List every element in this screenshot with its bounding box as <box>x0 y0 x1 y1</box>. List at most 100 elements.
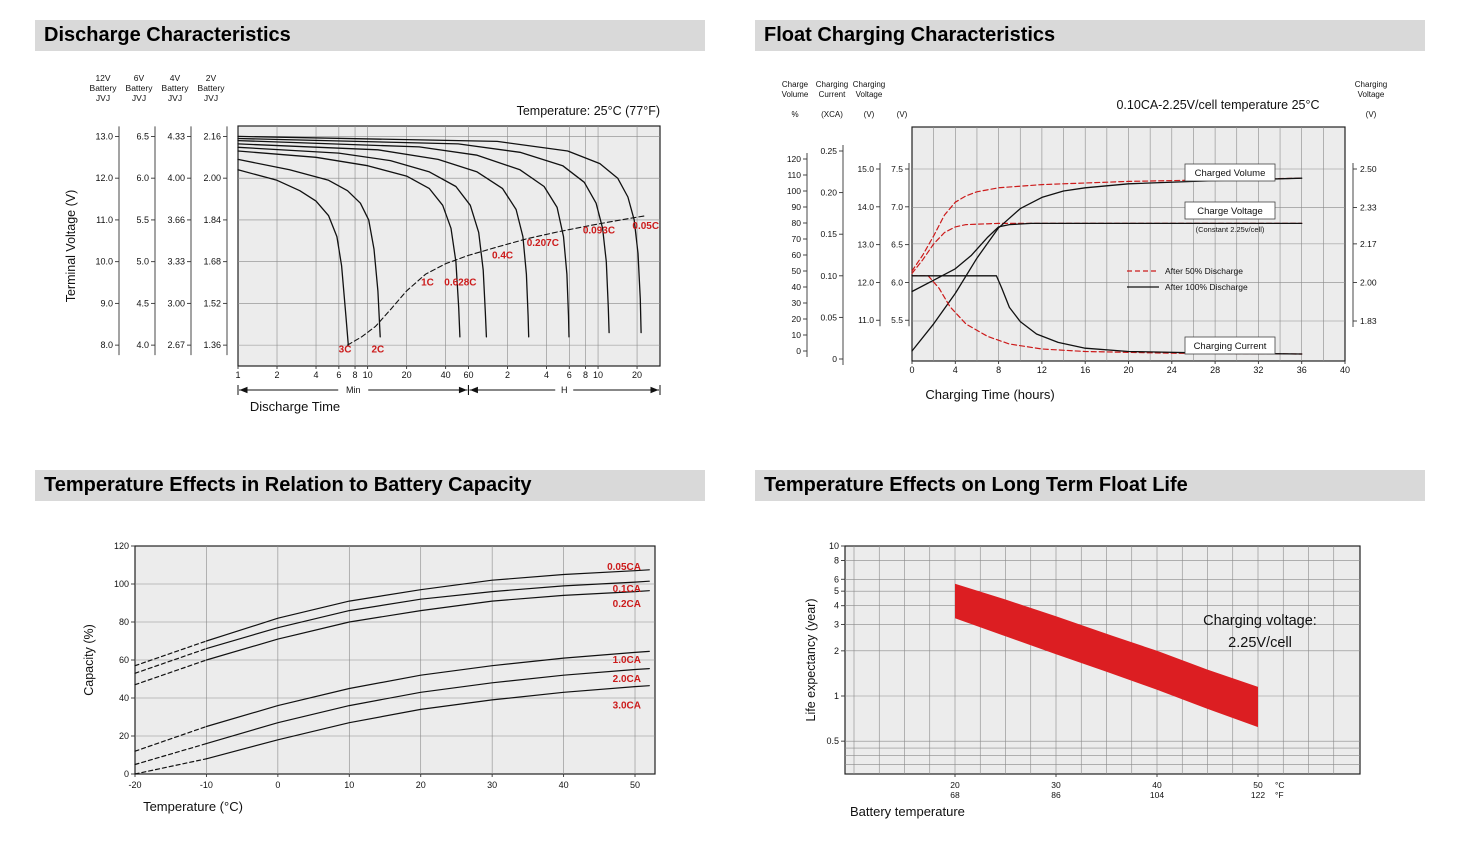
x-tick: 4 <box>953 365 958 375</box>
scale-header: Battery <box>162 83 190 93</box>
axis-unit: % <box>791 110 798 119</box>
x-tick-celsius: 50 <box>1253 780 1263 790</box>
x-tick: 8 <box>996 365 1001 375</box>
scale-tick: 5.5 <box>136 215 149 225</box>
curve-0.1CA <box>205 580 650 650</box>
panel-temperature-capacity: Temperature Effects in Relation to Batte… <box>35 470 725 846</box>
scale-tick: 1.84 <box>203 215 221 225</box>
scale-header: JVJ <box>204 93 218 103</box>
x-tick: 12 <box>1037 365 1047 375</box>
x-tick-fahrenheit: 122 <box>1251 790 1265 800</box>
grid <box>135 546 655 774</box>
axis-header: Current <box>819 90 846 99</box>
axis-tick: 70 <box>792 234 802 244</box>
x-axis-title: Temperature (°C) <box>143 799 243 814</box>
x-tick: 20 <box>1123 365 1133 375</box>
x-tick: 2 <box>505 370 510 380</box>
scale-tick: 10.0 <box>95 257 113 267</box>
scale-tick: 3.33 <box>167 257 185 267</box>
scale-tick: 4.33 <box>167 131 185 141</box>
x-tick: 8 <box>583 370 588 380</box>
axis-tick: 0.25 <box>820 146 837 156</box>
chart-annotation: 0.10CA-2.25V/cell temperature 25°C <box>1116 98 1319 112</box>
rate-label: 2C <box>371 344 384 355</box>
axis-header: Voltage <box>856 90 883 99</box>
axis-tick: 7.5 <box>891 164 903 174</box>
rate-label: 0.093C <box>583 225 615 236</box>
scale-tick: 11.0 <box>96 215 113 225</box>
curve-0.628C <box>237 146 488 338</box>
x-tick: 10 <box>344 780 354 790</box>
rate-label: 1C <box>421 278 434 289</box>
y-axis-title: Capacity (%) <box>82 624 96 696</box>
scale-tick: 2.16 <box>203 131 221 141</box>
axis-span-Min: Min <box>237 385 469 395</box>
x-axis: -20 -10 0 10 20 30 40 50 <box>128 774 640 790</box>
x-axis: 0 4 8 12 16 20 24 28 32 36 40 Charging Time (hours) <box>909 361 1350 402</box>
panel-title-float-life: Temperature Effects on Long Term Float L… <box>755 470 1425 501</box>
axis-column: 7.5 7.0 6.5 6.0 5.5 (V) <box>891 110 910 327</box>
curve-label: Charging Current <box>1184 336 1276 355</box>
axis-tick: 40 <box>792 282 802 292</box>
curve-2C <box>237 158 381 338</box>
panel-title-discharge: Discharge Characteristics <box>35 20 705 51</box>
axis-tick: 80 <box>792 218 802 228</box>
panel-title-text: Float Charging Characteristics <box>764 24 1056 46</box>
axis-header: Charging <box>853 80 885 89</box>
panel-float-life: Temperature Effects on Long Term Float L… <box>755 470 1445 846</box>
y-axis: 10 8 6 5 4 3 2 1 0.5 <box>826 541 845 746</box>
x-tick-celsius: 30 <box>1051 780 1061 790</box>
scale-tick: 8.0 <box>100 340 113 350</box>
x-axis-title: Discharge Time <box>250 399 340 414</box>
legend-label: After 50% Discharge <box>1165 266 1243 276</box>
scale-header: Battery <box>90 83 118 93</box>
rate-label: 0.05C <box>632 221 659 232</box>
curve-charging-current-after-50 <box>911 275 1303 355</box>
series-label: 0.1CA <box>613 584 641 595</box>
rate-label: 3C <box>339 344 352 355</box>
float-charging-chart: 1201101009080706050403020100ChargeVolume… <box>782 80 1388 402</box>
scale-tick: 2.67 <box>167 340 185 350</box>
panel-title-text: Temperature Effects in Relation to Batte… <box>44 474 532 496</box>
curve-0.207C <box>237 139 570 338</box>
x-tick: 0 <box>909 365 914 375</box>
scale-tick: 9.0 <box>100 298 113 308</box>
svg-text:Min: Min <box>346 385 361 395</box>
axis-tick: 0.05 <box>820 312 837 322</box>
scale-tick: 6.0 <box>136 173 149 183</box>
x-tick: 10 <box>363 370 373 380</box>
x-tick: 20 <box>416 780 426 790</box>
y-tick: 5 <box>834 586 839 596</box>
legend-label: After 100% Discharge <box>1165 282 1248 292</box>
axis-tick: 6.0 <box>891 277 903 287</box>
x-tick: -10 <box>200 780 213 790</box>
x-tick: 24 <box>1167 365 1177 375</box>
y-tick: 80 <box>119 617 129 627</box>
curve-0.2CA-dashed <box>134 659 207 686</box>
axis-tick: 30 <box>792 298 802 308</box>
axis-tick: 20 <box>792 314 802 324</box>
x-axis: 1 2 4 6 8 10 20 40 60 2 4 6 8 10 20 Min H Discharge Time <box>235 366 661 414</box>
panel-float-charging: Float Charging Characteristics 120 110 100… <box>755 20 1445 436</box>
axis-tick: 2.17 <box>1360 239 1377 249</box>
series-label: 0.05CA <box>607 562 641 573</box>
curve-3.0CA <box>205 685 650 760</box>
constant-note: (Constant 2.25v/cell) <box>1196 225 1265 234</box>
rate-label: 0.628C <box>444 278 476 289</box>
axis-tick: 2.00 <box>1360 277 1377 287</box>
y-tick: 120 <box>114 541 129 551</box>
x-tick-celsius: 20 <box>950 780 960 790</box>
curve-1.0CA <box>205 650 650 728</box>
y-tick: 20 <box>119 731 129 741</box>
x-tick: 10 <box>593 370 603 380</box>
x-tick: 0 <box>275 780 280 790</box>
axis-header: Charging <box>1355 80 1387 89</box>
axis-tick: 2.50 <box>1360 164 1377 174</box>
curve-charged-volume-after-100 <box>911 177 1303 352</box>
scale-tick: 4.5 <box>136 298 149 308</box>
discharge-curves <box>237 135 647 346</box>
axis-header: Charge <box>782 80 809 89</box>
x-tick-fahrenheit: 104 <box>1150 790 1164 800</box>
